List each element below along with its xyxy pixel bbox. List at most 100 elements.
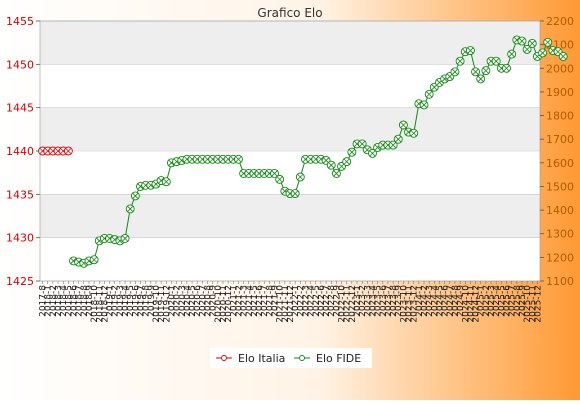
- point-elo-fide: [295, 172, 305, 182]
- legend: Elo Italia Elo FIDE: [210, 348, 372, 368]
- right-axis-tick-label: 1200: [546, 251, 574, 264]
- legend-item-elo-italia: Elo Italia: [216, 352, 285, 365]
- x-axis-tick-label: 2019-5: [126, 285, 136, 317]
- point-elo-fide-cross: [291, 190, 299, 197]
- point-elo-fide-cross: [472, 68, 479, 76]
- x-axis-tick-label: 2023-12: [410, 285, 420, 323]
- point-elo-fide-cross: [549, 47, 557, 54]
- point-elo-fide-cross: [559, 53, 567, 60]
- x-axis-tick-label: 2018-3: [54, 285, 64, 317]
- x-axis-tick-label: 2023-2: [358, 285, 368, 317]
- point-elo-fide-cross: [235, 155, 242, 163]
- x-axis-tick-label: 2019-11: [157, 285, 167, 323]
- point-elo-fide: [517, 36, 527, 46]
- x-axis-tick-label: 2022-6: [317, 285, 327, 317]
- x-axis-tick-label: 2020-1: [167, 285, 177, 317]
- point-elo-fide-cross: [132, 192, 139, 200]
- point-elo-fide-cross: [518, 37, 526, 45]
- right-axis-tick-label: 2200: [546, 15, 574, 28]
- x-axis-tick-label: 2022-2: [296, 285, 306, 317]
- x-axis-tick-label: 2020-11: [219, 285, 229, 323]
- x-axis-tick-label: 2018-12: [100, 285, 110, 323]
- x-axis-tick-label: 2018-7: [75, 285, 85, 317]
- point-elo-fide: [450, 67, 460, 77]
- x-axis-tick-label: 2021-1: [229, 285, 239, 317]
- point-elo-fide: [424, 89, 434, 99]
- x-axis-tick-label: 2023-11: [405, 285, 415, 323]
- point-elo-fide-cross: [544, 38, 552, 46]
- chart-title: Grafico Elo: [257, 6, 322, 20]
- x-axis-tick-label: 2024-12: [472, 285, 482, 323]
- point-elo-fide-cross: [400, 121, 407, 129]
- point-elo-fide-cross: [317, 155, 325, 163]
- x-axis-tick-label: 2019-7: [137, 285, 147, 317]
- x-axis-tick-label: 2021-8: [265, 285, 275, 317]
- point-elo-fide-cross: [523, 46, 531, 53]
- point-elo-fide-cross: [410, 129, 417, 137]
- point-elo-fide: [476, 74, 486, 84]
- right-axis-tick-label: 1800: [546, 110, 574, 123]
- point-elo-fide: [507, 49, 517, 59]
- point-elo-fide-cross: [389, 141, 397, 149]
- x-axis-tick-label: 2017-8: [39, 285, 49, 317]
- point-elo-fide-cross: [394, 135, 402, 143]
- x-axis-tick-label: 2024-6: [441, 285, 451, 317]
- x-axis-tick-label: 2020-8: [204, 285, 214, 317]
- x-axis-tick-label: 2018-2: [49, 285, 59, 317]
- point-elo-fide: [455, 56, 465, 66]
- point-elo-fide-cross: [297, 173, 304, 181]
- x-axis-tick-label: 2022-3: [301, 285, 311, 317]
- left-axis-tick-label: 1435: [6, 188, 34, 201]
- x-axis-tick-label: 2024-2: [420, 285, 430, 317]
- point-elo-fide-cross: [364, 146, 371, 154]
- x-axis-tick-label: 2019-10: [152, 285, 162, 323]
- left-axis-tick-label: 1445: [6, 102, 34, 115]
- point-elo-fide: [527, 39, 537, 48]
- x-axis-tick-label: 2019-8: [142, 285, 152, 317]
- point-elo-fide-cross: [369, 150, 376, 157]
- x-axis-tick-label: 2020-10: [214, 285, 224, 323]
- x-axis-tick-label: 2022-5: [312, 285, 322, 317]
- point-elo-fide: [290, 189, 300, 198]
- point-elo-fide-cross: [420, 101, 428, 109]
- x-axis-tick-label: 2025-5: [497, 285, 507, 317]
- x-axis-tick-label: 2025-6: [502, 285, 512, 317]
- point-elo-fide-cross: [281, 187, 289, 195]
- legend-item-elo-italia-label: Elo Italia: [238, 352, 285, 365]
- point-elo-fide: [388, 140, 398, 150]
- right-axis-tick-label: 1100: [546, 275, 574, 288]
- point-elo-fide: [326, 160, 336, 170]
- point-elo-fide-cross: [482, 67, 490, 74]
- x-axis-tick-label: 2018-4: [59, 285, 69, 317]
- x-axis-tick-label: 2023-7: [384, 285, 394, 317]
- x-axis-tick-label: 2021-4: [245, 285, 255, 317]
- x-axis-tick-label: 2025-10: [523, 285, 533, 323]
- point-elo-fide: [130, 191, 140, 201]
- x-axis-tick-label: 2023-10: [399, 285, 409, 323]
- point-elo-fide-cross: [111, 236, 119, 243]
- point-elo-fide-cross: [333, 170, 340, 177]
- right-axis-tick-label: 1300: [546, 228, 574, 241]
- legend-item-elo-italia-marker: [221, 355, 227, 361]
- x-axis-tick-label: 2024-11: [466, 285, 476, 323]
- legend-item-elo-fide-marker: [299, 355, 305, 361]
- x-axis-tick-label: 2021-11: [281, 285, 291, 323]
- point-elo-fide: [270, 169, 279, 178]
- point-elo-fide: [347, 147, 357, 157]
- x-axis-tick-label: 2022-9: [332, 285, 342, 317]
- point-elo-fide-cross: [90, 256, 98, 264]
- x-axis-tick-label: 2023-3: [363, 285, 373, 317]
- x-axis-tick-label: 2022-11: [343, 285, 353, 323]
- right-axis-tick-label: 1500: [546, 180, 574, 193]
- point-elo-fide: [393, 134, 403, 144]
- x-axis-tick-label: 2019-12: [162, 285, 172, 323]
- point-elo-fide: [409, 128, 419, 138]
- x-axis-tick-label: 2023-6: [379, 285, 389, 317]
- point-elo-fide: [502, 63, 511, 73]
- x-axis-tick-label: 2020-7: [198, 285, 208, 317]
- x-axis-tick-label: 2018-8: [80, 285, 90, 317]
- x-axis-tick-label: 2018-5: [64, 285, 74, 317]
- x-axis-tick-label: 2025-12: [533, 285, 543, 323]
- point-elo-fide: [357, 139, 367, 149]
